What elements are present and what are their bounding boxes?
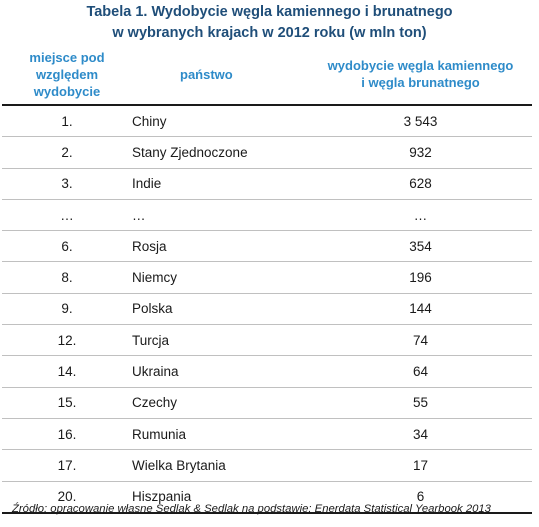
country-cell: …: [132, 199, 309, 232]
value-cell: 932: [309, 136, 532, 169]
table-row: 17. Wielka Brytania 17: [2, 449, 532, 482]
table-row: 6. Rosja 354: [2, 230, 532, 263]
source-note: Źródło: opracowanie własne Sedlak & Sedl…: [12, 503, 491, 515]
country-cell: Wielka Brytania: [132, 449, 309, 482]
table-row: ………: [2, 199, 532, 232]
country-cell: Rumunia: [132, 418, 309, 451]
rank-cell: 16.: [2, 418, 132, 451]
table-row: 16. Rumunia 34: [2, 418, 532, 451]
header-rank-line-1: miejsce pod: [29, 49, 105, 65]
country-cell: Rosja: [132, 230, 309, 263]
value-cell: 55: [309, 387, 532, 419]
header-value: wydobycie węgla kamiennego i węgla bruna…: [309, 44, 532, 106]
country-cell: Indie: [132, 168, 309, 200]
value-cell: 628: [309, 168, 532, 200]
table-row: 20. Hiszpania 6: [2, 481, 532, 514]
header-country: państwo: [132, 44, 309, 106]
header-value-line-2: i węgla brunatnego: [361, 75, 480, 90]
rank-cell: 20.: [2, 481, 132, 514]
table-title-line-1: Tabela 1. Wydobycie węgla kamiennego i b…: [86, 4, 453, 20]
table-row: 3. Indie 628: [2, 168, 532, 200]
rank-cell: 17.: [2, 449, 132, 482]
country-cell: Stany Zjednoczone: [132, 136, 309, 169]
rank-cell: 1.: [2, 105, 132, 138]
table-row: 14. Ukraina 64: [2, 355, 532, 388]
rank-cell: 9.: [2, 293, 132, 326]
country-cell: Hiszpania: [132, 481, 309, 514]
header-row: miejsce pod względem wydobycie państwo w…: [2, 44, 532, 106]
country-cell: Polska: [132, 293, 309, 326]
value-cell: 64: [309, 355, 532, 388]
table-body: 1. Chiny 3 543 2. Stany Zjednoczone 932 3. Indi…: [2, 105, 532, 514]
rank-cell: 2.: [2, 136, 132, 169]
header-rank: miejsce pod względem wydobycie: [2, 44, 132, 106]
value-cell: 6: [309, 481, 532, 514]
coal-production-table: miejsce pod względem wydobycie państwo w…: [2, 44, 532, 514]
rank-cell: …: [2, 199, 132, 232]
table-row: 8. Niemcy 196: [2, 261, 532, 294]
header-rank-line-2: względem: [35, 66, 99, 82]
rank-cell: 3.: [2, 168, 132, 200]
value-cell: …: [309, 199, 532, 232]
country-cell: Ukraina: [132, 355, 309, 388]
country-cell: Czechy: [132, 387, 309, 419]
table-title: Tabela 1. Wydobycie węgla kamiennego i b…: [0, 2, 539, 44]
rank-cell: 8.: [2, 261, 132, 294]
value-cell: 17: [309, 449, 532, 482]
rank-cell: 15.: [2, 387, 132, 419]
table-row: 9. Polska 144: [2, 293, 532, 326]
rank-cell: 14.: [2, 355, 132, 388]
table-row: 15. Czechy 55: [2, 387, 532, 419]
value-cell: 144: [309, 293, 532, 326]
header-value-line-1: wydobycie węgla kamiennego: [327, 58, 514, 73]
country-cell: Chiny: [132, 105, 309, 138]
header-rank-line-3: wydobycie: [33, 83, 101, 99]
rank-cell: 12.: [2, 324, 132, 357]
table-row: 2. Stany Zjednoczone 932: [2, 136, 532, 169]
country-cell: Turcja: [132, 324, 309, 357]
value-cell: 3 543: [309, 105, 532, 138]
value-cell: 34: [309, 418, 532, 451]
value-cell: 196: [309, 261, 532, 294]
table-header: miejsce pod względem wydobycie państwo w…: [2, 44, 532, 106]
table-row: 12. Turcja 74: [2, 324, 532, 357]
country-cell: Niemcy: [132, 261, 309, 294]
table-row: 1. Chiny 3 543: [2, 105, 532, 138]
value-cell: 74: [309, 324, 532, 357]
value-cell: 354: [309, 230, 532, 263]
table-title-line-2: w wybranych krajach w 2012 roku (w mln t…: [112, 25, 427, 41]
rank-cell: 6.: [2, 230, 132, 263]
